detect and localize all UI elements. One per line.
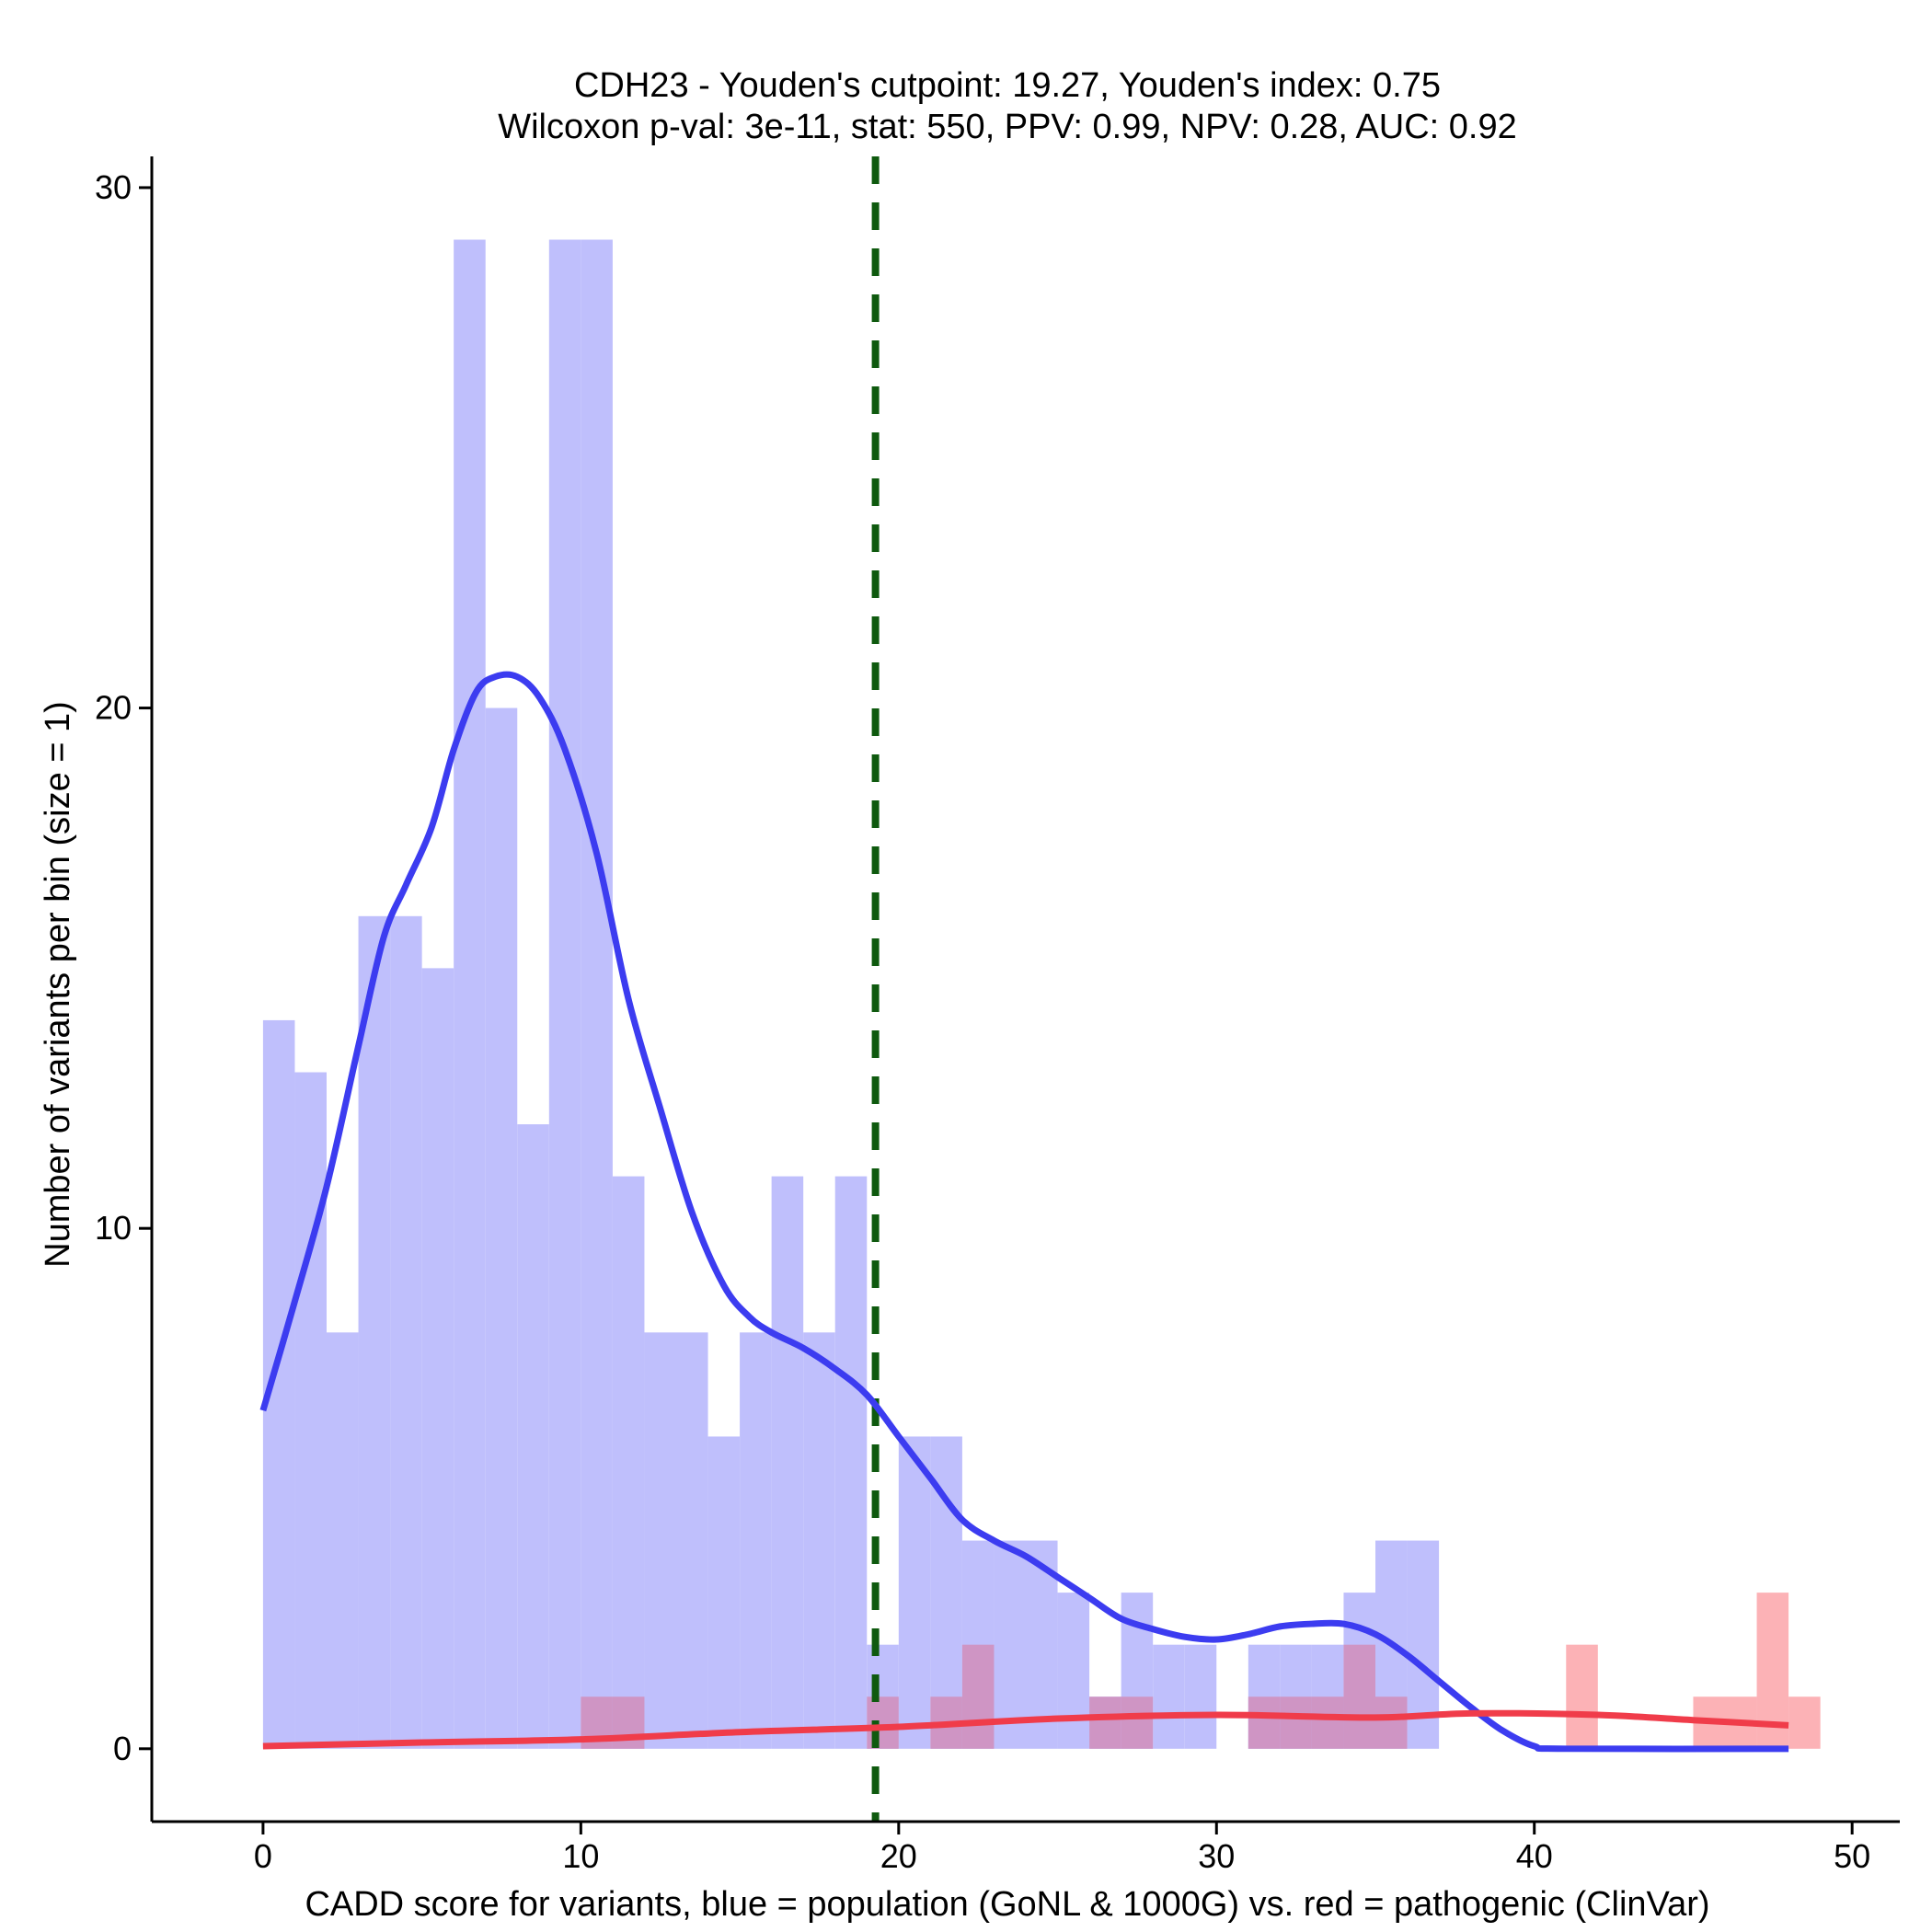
population-bar: [421, 968, 454, 1749]
population-bar: [740, 1332, 772, 1749]
x-tick-label: 30: [1198, 1837, 1235, 1875]
y-axis-ticks: 0 10 20 30: [95, 168, 152, 1767]
chart-title-line-2: Wilcoxon p-val: 3e-11, stat: 550, PPV: 0…: [498, 108, 1517, 146]
x-tick-label: 0: [254, 1837, 272, 1875]
population-bar: [327, 1332, 359, 1749]
population-bar: [644, 1332, 676, 1749]
y-axis-title: Number of variants per bin (size = 1): [39, 701, 77, 1268]
pathogenic-bar: [867, 1696, 899, 1749]
population-bar: [771, 1176, 804, 1749]
x-axis-ticks: 0 10 20 30 40 50: [254, 1822, 1870, 1875]
population-bar: [581, 239, 613, 1749]
population-bar: [1057, 1593, 1090, 1749]
pathogenic-bar: [1089, 1696, 1121, 1749]
population-bar: [1184, 1644, 1217, 1749]
population-bar: [1153, 1644, 1185, 1749]
x-tick-label: 10: [562, 1837, 599, 1875]
population-bar: [294, 1072, 327, 1749]
population-bar: [803, 1332, 835, 1749]
pathogenic-bar: [961, 1644, 995, 1749]
pathogenic-bar: [1375, 1696, 1408, 1749]
population-bar: [517, 1124, 549, 1749]
pathogenic-bar: [1121, 1696, 1154, 1749]
population-bar: [994, 1540, 1026, 1749]
population-bar: [676, 1332, 708, 1749]
pathogenic-bar: [1788, 1696, 1821, 1749]
pathogenic-bar: [1248, 1696, 1281, 1749]
population-bars: [262, 239, 1440, 1749]
population-bar: [548, 239, 581, 1749]
population-bar: [834, 1176, 868, 1749]
x-tick-label: 40: [1516, 1837, 1553, 1875]
y-tick-label: 10: [95, 1209, 132, 1247]
y-tick-label: 20: [95, 689, 132, 727]
population-bar: [390, 915, 422, 1749]
pathogenic-bar: [1280, 1696, 1312, 1749]
x-tick-label: 20: [880, 1837, 917, 1875]
pathogenic-bar: [1343, 1644, 1375, 1749]
population-bar: [612, 1176, 645, 1749]
population-bar: [707, 1436, 741, 1749]
y-tick-label: 0: [113, 1730, 132, 1767]
y-tick-label: 30: [95, 168, 132, 206]
population-bar: [898, 1436, 931, 1749]
pathogenic-bar: [1311, 1696, 1344, 1749]
chart-title-line-1: CDH23 - Youden's cutpoint: 19.27, Youden…: [574, 66, 1441, 105]
x-axis-title: CADD score for variants, blue = populati…: [305, 1885, 1709, 1924]
population-bar: [358, 915, 391, 1749]
pathogenic-density-curve: [262, 1709, 1789, 1750]
population-density-curve: [259, 671, 1789, 1753]
pathogenic-bar: [1566, 1644, 1598, 1749]
population-bar: [454, 239, 486, 1749]
population-bar: [485, 707, 518, 1749]
x-tick-label: 50: [1834, 1837, 1870, 1875]
